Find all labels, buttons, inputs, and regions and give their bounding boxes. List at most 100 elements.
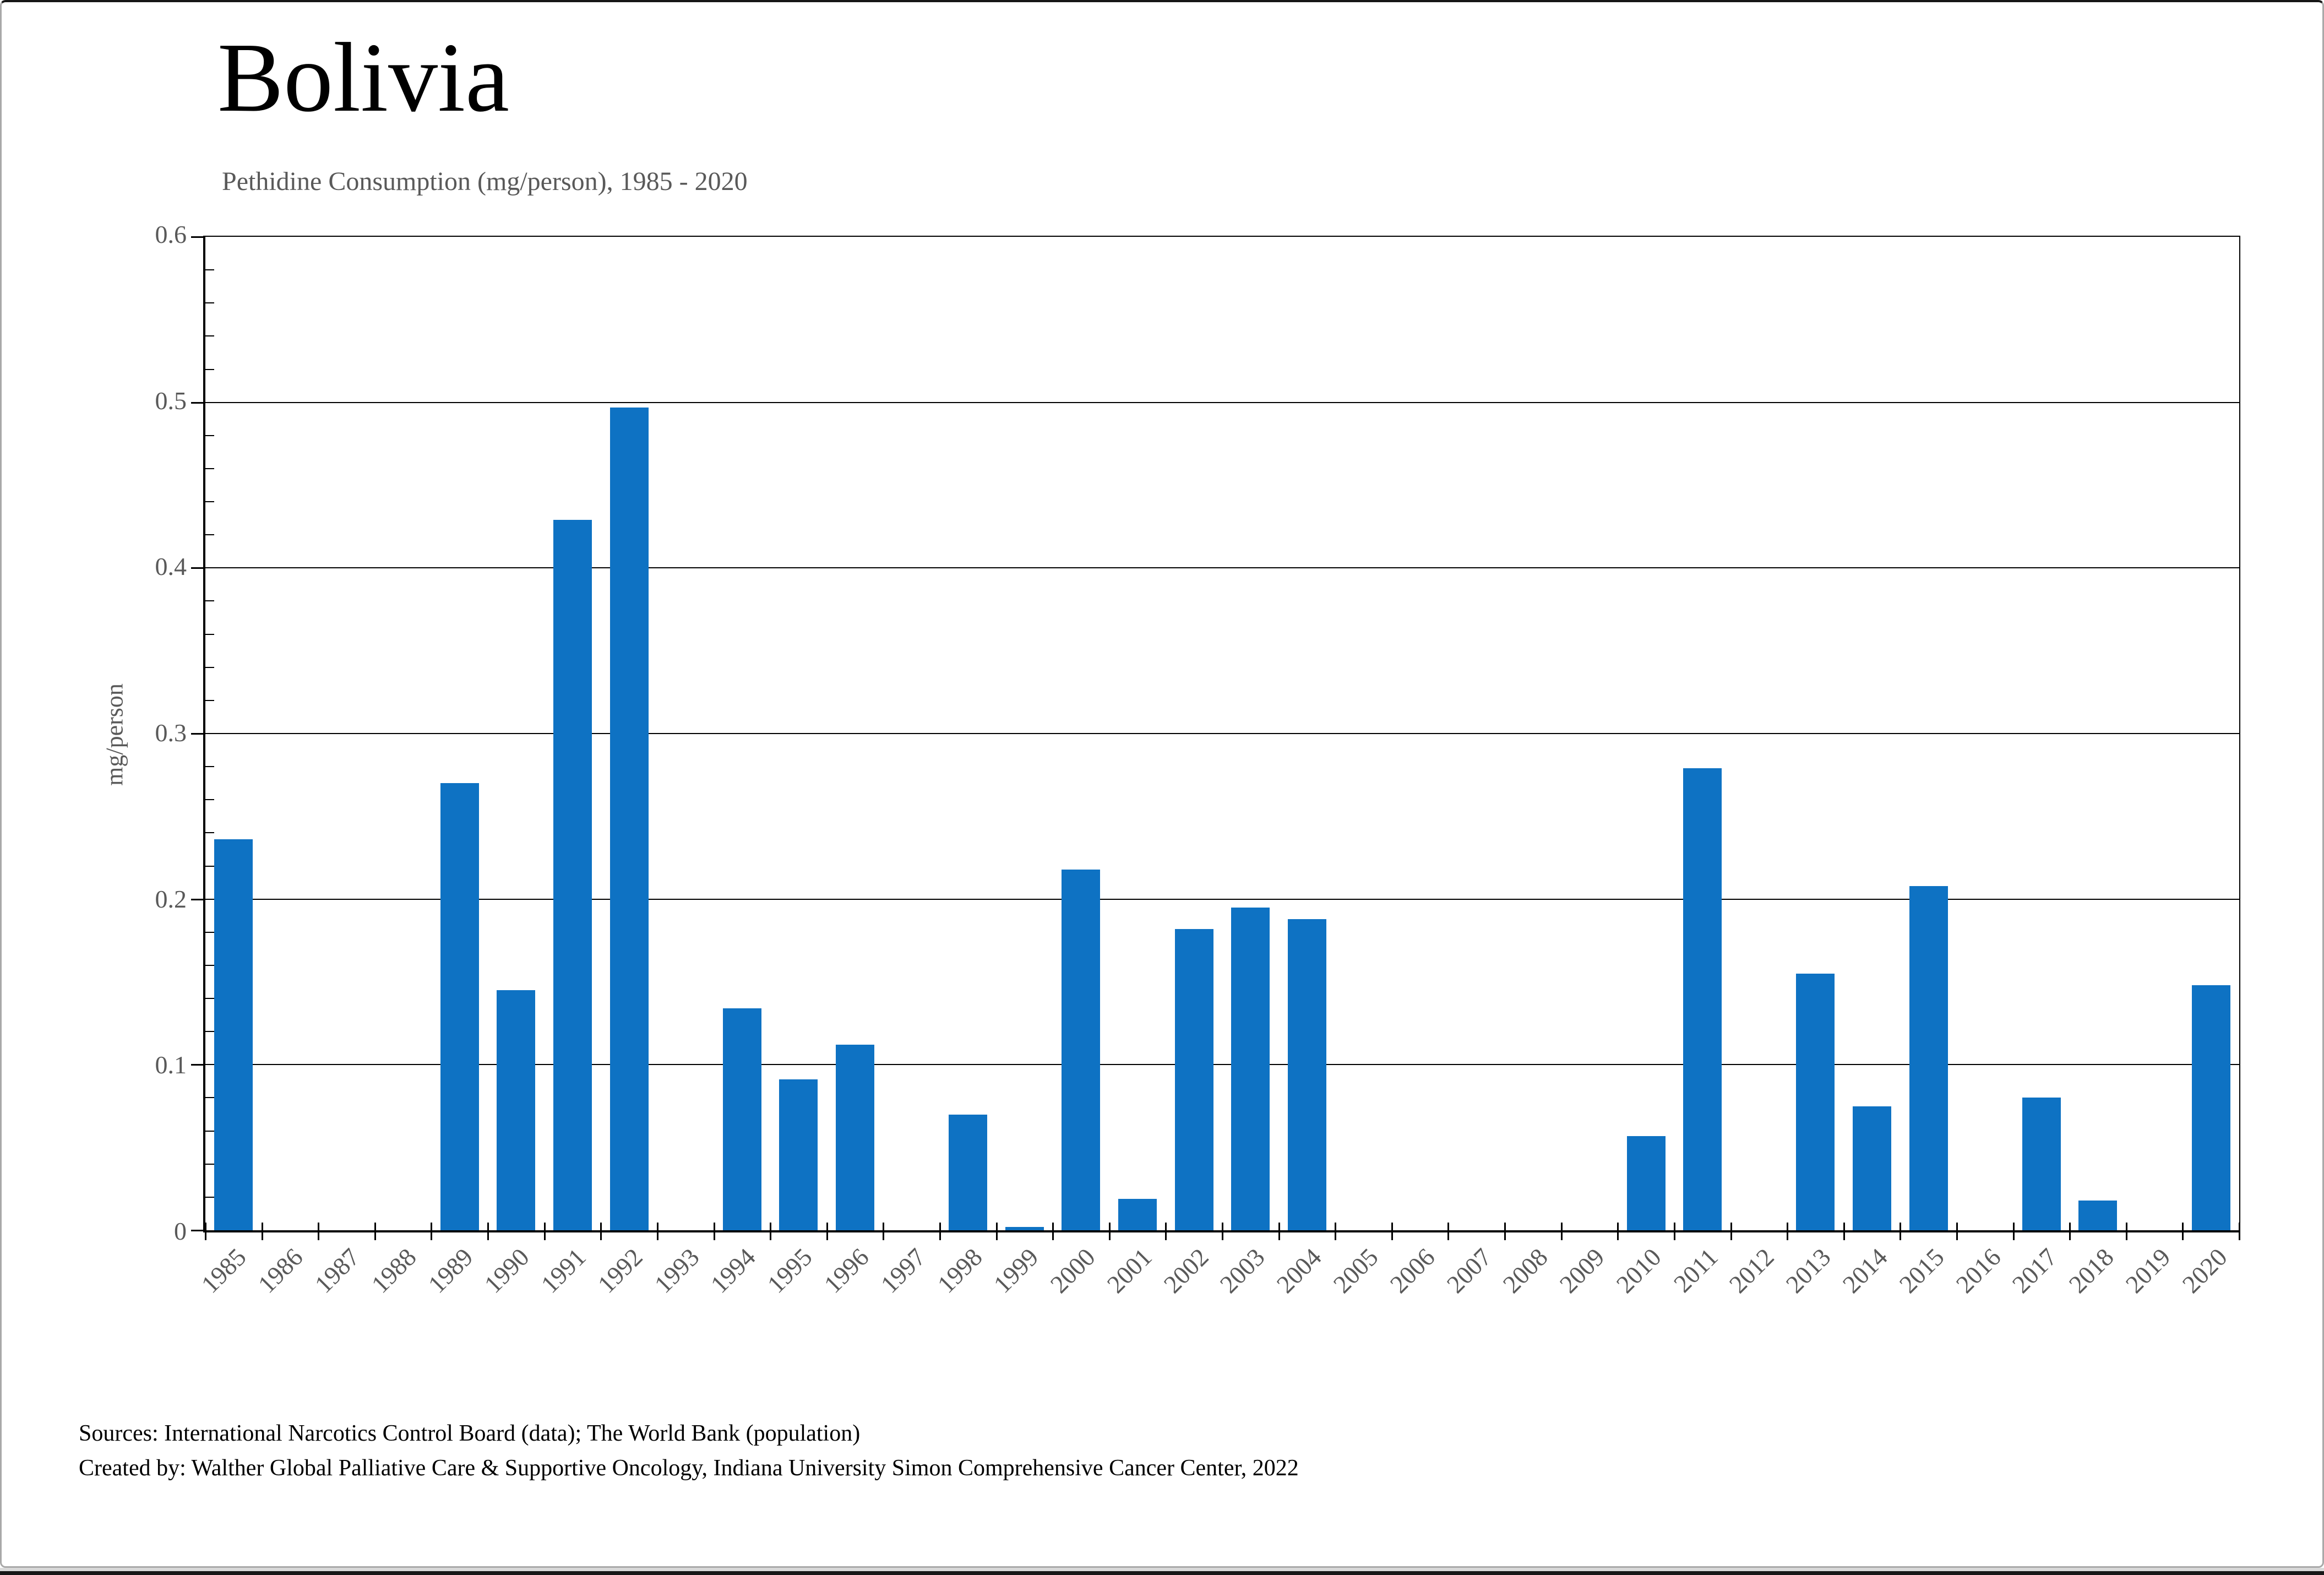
x-tick-label: 2001 — [1101, 1242, 1157, 1299]
plot-area — [191, 236, 2240, 1240]
gridline — [205, 567, 2239, 569]
x-tick-label: 2012 — [1724, 1242, 1780, 1299]
y-axis-minor-tick — [205, 269, 214, 271]
bar-2014 — [1853, 1106, 1892, 1230]
y-tick-label: 0.5 — [155, 386, 187, 415]
x-tick-label: 1993 — [649, 1242, 705, 1299]
y-axis-minor-tick — [205, 600, 214, 602]
x-axis-tick — [1052, 1223, 1054, 1240]
x-axis-tick — [1787, 1223, 1789, 1240]
x-tick-label: 2011 — [1668, 1242, 1723, 1298]
y-axis-minor-tick — [205, 468, 214, 469]
x-tick-label: 2018 — [2063, 1242, 2119, 1299]
x-axis-tick — [2125, 1223, 2127, 1240]
x-tick-label: 1995 — [761, 1242, 818, 1299]
x-tick-label: 1989 — [422, 1242, 478, 1299]
x-tick-label: 2009 — [1554, 1242, 1610, 1299]
x-tick-label: 2002 — [1158, 1242, 1214, 1299]
x-axis-tick — [1165, 1223, 1167, 1240]
y-tick-label: 0 — [174, 1217, 187, 1245]
x-axis-tick — [318, 1223, 320, 1240]
y-axis-minor-tick — [205, 1130, 214, 1132]
y-axis-minor-tick — [205, 435, 214, 436]
gridline — [205, 1064, 2239, 1066]
y-tick-label: 0.1 — [155, 1051, 187, 1079]
bar-2013 — [1796, 973, 1835, 1230]
x-axis-tick — [1900, 1223, 1902, 1240]
x-axis-tick — [374, 1223, 376, 1240]
y-axis-minor-tick — [205, 1196, 214, 1198]
y-tick-label: 0.4 — [155, 552, 187, 581]
y-axis-major-tick — [191, 898, 203, 900]
x-tick-label: 2008 — [1497, 1242, 1554, 1299]
bar-2000 — [1062, 869, 1101, 1230]
bar-2010 — [1626, 1136, 1666, 1230]
y-axis-minor-tick — [205, 699, 214, 701]
y-tick-label: 0.2 — [155, 884, 187, 913]
x-tick-label: 1996 — [818, 1242, 874, 1299]
x-axis-labels: 1985 1986 1987 1988 1989 1990 1991 1992 1993 1994… — [196, 1242, 2240, 1342]
source-note: Sources: International Narcotics Control… — [79, 1421, 861, 1446]
y-tick-label: 0.3 — [155, 719, 187, 747]
y-axis-minor-tick — [205, 964, 214, 966]
y-axis-minor-tick — [205, 766, 214, 768]
x-axis-tick — [1108, 1223, 1111, 1240]
x-tick-label: 2020 — [2176, 1242, 2233, 1299]
x-tick-label: 2019 — [2120, 1242, 2176, 1299]
x-axis-tick — [2069, 1223, 2071, 1240]
x-tick-label: 1997 — [875, 1242, 931, 1299]
x-axis-tick — [487, 1223, 489, 1240]
x-tick-label: 1985 — [196, 1242, 252, 1299]
y-axis-minor-tick — [205, 865, 214, 867]
bar-2020 — [2191, 985, 2230, 1230]
x-axis-tick — [431, 1223, 433, 1240]
x-axis-tick — [1278, 1223, 1280, 1240]
bar-1989 — [440, 783, 479, 1230]
x-axis-tick — [939, 1223, 941, 1240]
gridline — [205, 401, 2239, 403]
x-axis-tick — [2012, 1223, 2015, 1240]
y-axis-minor-tick — [205, 368, 214, 370]
y-axis-minor-tick — [205, 998, 214, 1000]
bar-2015 — [1909, 886, 1948, 1230]
window-bottom-edge — [0, 1568, 2324, 1575]
y-axis-major-tick — [191, 236, 203, 238]
bar-1999 — [1005, 1227, 1044, 1230]
x-tick-label: 2013 — [1780, 1242, 1836, 1299]
bar-2011 — [1683, 768, 1722, 1230]
x-tick-label: 2016 — [1950, 1242, 2006, 1299]
x-axis-tick — [1335, 1223, 1337, 1240]
x-tick-label: 2017 — [2006, 1242, 2063, 1299]
x-axis-tick — [713, 1223, 715, 1240]
y-axis-minor-tick — [205, 1031, 214, 1033]
x-axis-tick — [1504, 1223, 1506, 1240]
x-tick-label: 2015 — [1893, 1242, 1950, 1299]
x-axis-tick — [2182, 1223, 2184, 1240]
bar-1990 — [497, 990, 536, 1230]
y-axis-minor-tick — [205, 501, 214, 503]
x-tick-label: 1994 — [705, 1242, 761, 1299]
x-axis-tick — [261, 1223, 263, 1240]
y-axis-minor-tick — [205, 799, 214, 801]
bar-1996 — [836, 1045, 875, 1230]
bar-1998 — [949, 1114, 988, 1230]
x-tick-label: 2000 — [1044, 1242, 1101, 1299]
y-axis-major-tick — [191, 1230, 203, 1231]
x-axis-tick — [1222, 1223, 1223, 1240]
x-axis-tick — [1956, 1223, 1958, 1240]
x-tick-label: 2003 — [1215, 1242, 1271, 1299]
y-tick-label: 0.6 — [155, 220, 187, 248]
y-axis-minor-tick — [205, 335, 214, 337]
x-tick-label: 1998 — [932, 1242, 988, 1299]
y-axis-minor-tick — [205, 1163, 214, 1165]
x-tick-label: 2006 — [1384, 1242, 1440, 1299]
x-axis-tick — [1673, 1223, 1675, 1240]
x-tick-label: 2004 — [1271, 1242, 1327, 1299]
x-axis-tick — [600, 1223, 602, 1240]
x-axis-tick — [543, 1223, 546, 1240]
x-tick-label: 2014 — [1837, 1242, 1893, 1299]
y-axis-minor-tick — [205, 633, 214, 635]
x-axis-tick — [826, 1223, 828, 1240]
